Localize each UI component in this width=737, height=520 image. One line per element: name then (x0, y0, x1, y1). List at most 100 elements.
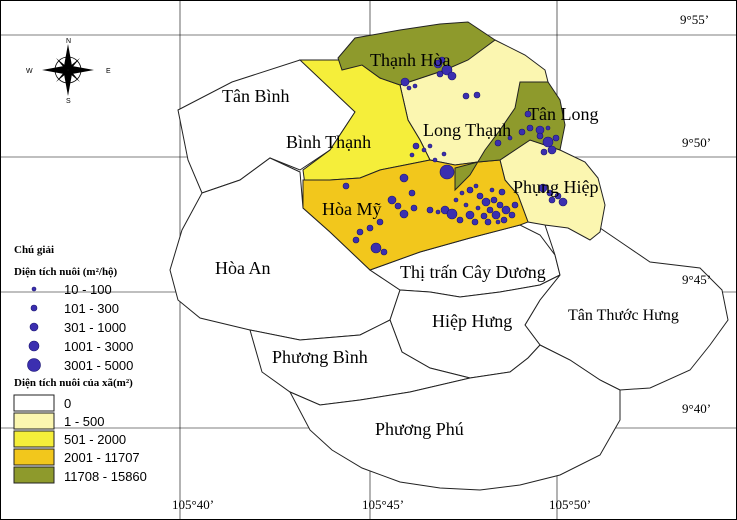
label-thanh-hoa: Thạnh Hòa (370, 50, 450, 70)
coord-lat-9-55: 9°55’ (680, 12, 709, 27)
compass-s: S (66, 98, 71, 105)
legend-dot-4 (28, 340, 40, 352)
household-dots (342, 56, 568, 256)
label-thi-tran-cay-duong: Thị trấn Cây Dương (400, 262, 546, 282)
compass-e: E (106, 68, 111, 75)
legend-household-heading: Diện tích nuôi (m²/hộ) (14, 266, 118, 278)
household-dot (435, 209, 441, 215)
household-dot (542, 136, 554, 148)
coord-lat-9-45: 9°45’ (682, 272, 711, 287)
household-dot (412, 83, 418, 89)
household-dot (387, 195, 397, 205)
legend-swatch-5 (13, 466, 55, 484)
household-dot (441, 64, 453, 76)
household-dot (394, 202, 402, 210)
household-dot (352, 236, 360, 244)
household-dot (370, 242, 382, 254)
legend-commune-1: 0 (64, 396, 71, 411)
coord-lat-9-40: 9°40’ (682, 401, 711, 416)
coord-lon-105-50: 105°50’ (549, 497, 591, 512)
household-dot (456, 216, 464, 224)
household-dot (476, 192, 484, 200)
legend-household-3: 301 - 1000 (64, 320, 126, 335)
legend: Chú giải Diện tích nuôi (m²/hộ) 10 - 100… (13, 244, 147, 484)
household-dot (412, 142, 420, 150)
legend-commune-3: 501 - 2000 (64, 432, 126, 447)
household-dot (518, 128, 526, 136)
household-dot (526, 124, 534, 132)
household-dot (545, 125, 551, 131)
legend-household-5: 3001 - 5000 (64, 358, 133, 373)
household-dot (342, 182, 350, 190)
label-hoa-my: Hòa Mỹ (322, 199, 382, 219)
label-binh-thanh: Bình Thạnh (286, 132, 371, 152)
household-dot (453, 197, 459, 203)
household-dot (546, 189, 554, 197)
household-dot (547, 145, 557, 155)
commune-thanh-hoa (337, 21, 496, 86)
household-dot (552, 134, 560, 142)
legend-commune-heading: Diện tích nuôi của xã(m²) (14, 377, 133, 389)
household-dot (465, 210, 475, 220)
household-dot (490, 196, 498, 204)
household-dot (439, 164, 455, 180)
label-hiep-hung: Hiệp Hưng (432, 311, 512, 331)
legend-household-2: 101 - 300 (64, 301, 119, 316)
household-dot (508, 211, 516, 219)
household-dot (410, 204, 418, 212)
legend-household-1: 10 - 100 (64, 282, 112, 297)
legend-dot-5 (27, 358, 41, 372)
household-dot (406, 85, 412, 91)
legend-dot-1 (31, 286, 37, 292)
coord-lon-105-45: 105°45’ (362, 497, 404, 512)
household-dot (548, 196, 556, 204)
compass-rose-icon: N S E W (26, 38, 111, 105)
household-dot (481, 197, 491, 207)
legend-commune-5: 11708 - 15860 (64, 469, 147, 484)
household-dot (524, 110, 532, 118)
household-dot (511, 201, 519, 209)
coord-lat-9-50: 9°50’ (682, 135, 711, 150)
household-dot (480, 212, 488, 220)
household-dot (421, 147, 427, 153)
household-dot (441, 151, 447, 157)
legend-title: Chú giải (14, 244, 54, 256)
label-phuong-binh: Phương Bình (272, 347, 368, 367)
household-dot (409, 152, 415, 158)
household-dot (447, 71, 457, 81)
label-long-thanh: Long Thạnh (423, 120, 511, 140)
household-dot (366, 224, 374, 232)
household-dot (471, 218, 479, 226)
commune-phuong-phu (288, 344, 621, 491)
household-dot (536, 132, 544, 140)
household-dot (540, 148, 548, 156)
household-dot (399, 173, 409, 183)
household-dot (399, 209, 409, 219)
legend-swatch-2 (13, 412, 55, 430)
household-dot (427, 143, 433, 149)
commune-labels: Thạnh Hòa Tân Bình Bình Thạnh Long Thạnh… (215, 50, 679, 439)
household-dot (356, 228, 364, 236)
label-phuong-phu: Phương Phú (375, 419, 464, 439)
label-tan-long: Tân Long (528, 104, 598, 124)
legend-swatch-3 (13, 430, 55, 448)
household-dot (463, 202, 469, 208)
label-phung-hiep: Phụng Hiệp (513, 177, 599, 197)
label-tan-thuoc-hung: Tân Thước Hưng (568, 307, 679, 324)
household-dot (507, 135, 513, 141)
coordinate-labels: 9°55’ 9°50’ 9°45’ 9°40’ 105°40’ 105°45’ … (172, 12, 711, 512)
household-dot (496, 201, 504, 209)
household-dot (438, 56, 446, 64)
label-tan-binh: Tân Bình (222, 86, 290, 106)
household-dot (376, 218, 384, 226)
household-dot (558, 197, 568, 207)
legend-household-4: 1001 - 3000 (64, 339, 133, 354)
compass-n: N (66, 38, 71, 45)
household-dot (473, 91, 481, 99)
label-hoa-an: Hòa An (215, 258, 271, 278)
household-dot (473, 183, 479, 189)
coord-lon-105-40: 105°40’ (172, 497, 214, 512)
household-dot (538, 183, 548, 193)
household-dot (426, 206, 434, 214)
